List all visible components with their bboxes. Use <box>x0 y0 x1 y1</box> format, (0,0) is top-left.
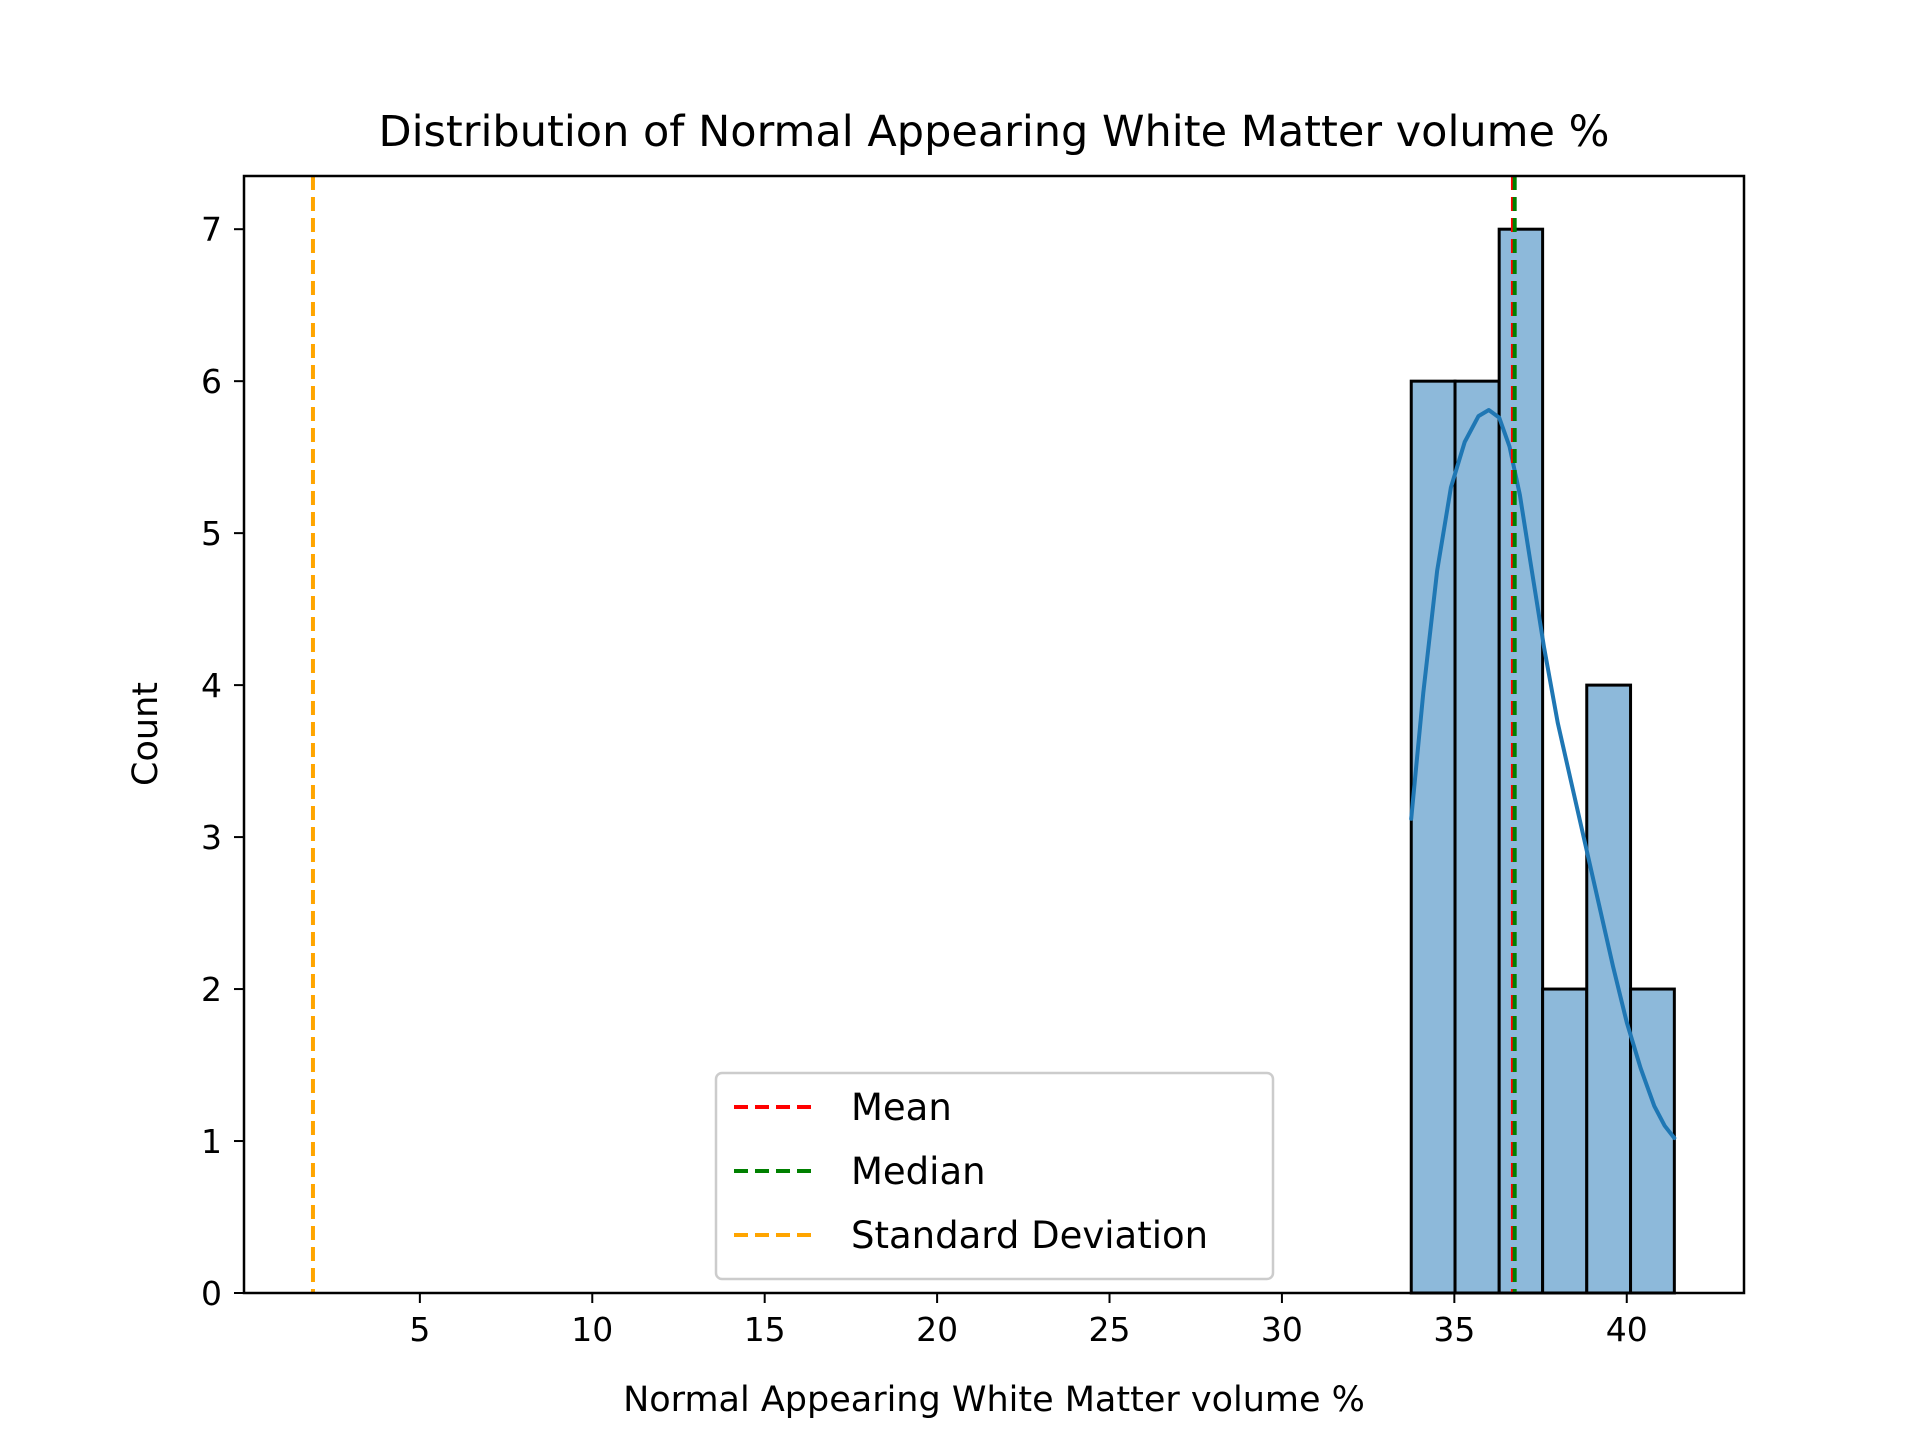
x-axis-title: Normal Appearing White Matter volume % <box>623 1380 1365 1420</box>
x-tick-label: 40 <box>1606 1310 1648 1349</box>
histogram-bar-5 <box>1585 683 1633 1295</box>
y-tick-label: 7 <box>201 210 222 249</box>
legend-label-mean: Mean <box>851 1086 952 1129</box>
y-tick-label: 6 <box>201 362 222 401</box>
legend: Mean Median Standard Deviation <box>714 1071 1275 1281</box>
kde-curve <box>1409 408 1677 1140</box>
histogram-bar-4 <box>1541 987 1589 1295</box>
x-tick-label: 30 <box>1261 1310 1303 1349</box>
histogram-bar-3 <box>1497 227 1545 1295</box>
y-tick-label: 3 <box>201 818 222 857</box>
x-axis-ticks: 5 10 15 20 25 30 35 40 <box>409 1293 1648 1349</box>
x-tick-label: 25 <box>1089 1310 1131 1349</box>
chart-title: Distribution of Normal Appearing White M… <box>378 107 1609 157</box>
kde-layer <box>1409 408 1677 1140</box>
legend-box <box>714 1071 1275 1281</box>
x-tick-label: 20 <box>916 1310 958 1349</box>
legend-label-standard-deviation: Standard Deviation <box>851 1214 1208 1257</box>
x-tick-label: 5 <box>409 1310 430 1349</box>
x-tick-label: 15 <box>744 1310 786 1349</box>
histogram-bar-2 <box>1453 379 1501 1295</box>
plot-frame <box>242 174 1746 1295</box>
x-tick-label: 10 <box>571 1310 613 1349</box>
y-tick-label: 2 <box>201 970 222 1009</box>
y-tick-label: 1 <box>201 1122 222 1161</box>
legend-label-median: Median <box>851 1150 986 1193</box>
histogram-bar-1 <box>1409 379 1457 1295</box>
reference-lines <box>310 176 1517 1293</box>
y-tick-label: 5 <box>201 514 222 553</box>
x-tick-label: 35 <box>1433 1310 1475 1349</box>
y-tick-label: 0 <box>201 1274 222 1313</box>
histogram-bars <box>1409 227 1676 1295</box>
histogram-bar-6 <box>1629 987 1676 1295</box>
y-axis-ticks: 0 1 2 3 4 5 6 7 <box>201 210 244 1313</box>
y-axis-title: Count <box>126 682 166 786</box>
y-tick-label: 4 <box>201 666 222 705</box>
